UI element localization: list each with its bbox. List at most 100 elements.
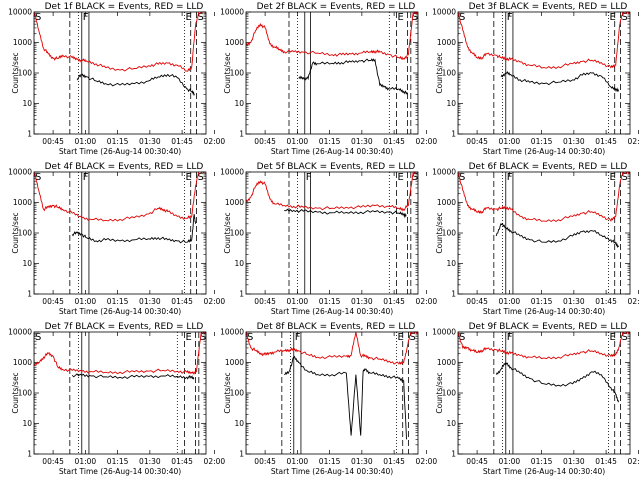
- y-tick-label: 10000: [8, 8, 32, 17]
- y-tick-label: 1: [27, 130, 32, 139]
- series-lld: [246, 12, 418, 61]
- panel-title: Det 9f BLACK = Events, RED = LLD: [469, 322, 628, 332]
- x-tick-label: 01:15: [107, 457, 129, 466]
- y-axis-label: Counts/sec: [223, 372, 232, 413]
- series-events: [284, 208, 407, 219]
- marker-label: F: [306, 172, 312, 183]
- y-tick-label: 100: [230, 229, 245, 238]
- marker-label: F: [295, 332, 301, 343]
- x-axis-label: Start Time (26-Aug-14 00:30:40): [59, 467, 181, 476]
- marker-label: S: [621, 332, 627, 343]
- x-tick-label: 01:45: [171, 137, 193, 146]
- x-tick-label: 01:30: [139, 137, 161, 146]
- x-tick-label: 01:00: [499, 457, 521, 466]
- marker-label: E: [610, 332, 616, 343]
- panel-6: Det 6f BLACK = Events, RED = LLD 1 10 100 10…: [432, 162, 640, 316]
- x-tick-label: 02:00: [204, 457, 226, 466]
- x-tick-label: 01:30: [139, 457, 161, 466]
- plot-frame: [33, 171, 207, 295]
- x-tick-label: 01:00: [287, 457, 309, 466]
- y-axis-label: Counts/sec: [11, 372, 20, 413]
- marker-label: F: [507, 12, 513, 23]
- x-tick-label: 00:45: [254, 457, 276, 466]
- series-lld: [34, 332, 206, 375]
- y-tick-label: 1: [451, 130, 456, 139]
- x-tick-label: 01:45: [595, 457, 617, 466]
- x-tick-label: 01:45: [383, 297, 405, 306]
- x-tick-label: 01:45: [595, 137, 617, 146]
- series-lld: [34, 12, 206, 72]
- y-tick-label: 10: [22, 419, 32, 428]
- x-tick-label: 01:45: [383, 457, 405, 466]
- series-lld: [246, 172, 418, 212]
- x-tick-label: 01:30: [351, 137, 373, 146]
- marker-label: S: [459, 12, 465, 23]
- panel-5: Det 5f BLACK = Events, RED = LLD 1 10 100 10…: [220, 162, 437, 316]
- x-tick-label: 01:30: [139, 297, 161, 306]
- marker-label: S: [412, 12, 418, 23]
- marker-label: F: [83, 12, 89, 23]
- y-tick-label: 10000: [432, 8, 456, 17]
- x-axis-label: Start Time (26-Aug-14 00:30:40): [271, 147, 393, 156]
- series-events: [71, 213, 196, 244]
- x-tick-label: 00:45: [42, 297, 64, 306]
- y-tick-label: 100: [442, 229, 457, 238]
- panel-9: Det 9f BLACK = Events, RED = LLD 1 10 100 10…: [432, 322, 640, 476]
- y-tick-label: 1: [451, 290, 456, 299]
- y-tick-label: 10000: [8, 328, 32, 337]
- y-tick-label: 10: [22, 259, 32, 268]
- marker-label: E: [186, 172, 192, 183]
- marker-label: E: [186, 12, 192, 23]
- series-events: [76, 73, 195, 97]
- plot-frame: [457, 331, 631, 455]
- x-tick-label: 01:30: [563, 297, 585, 306]
- x-tick-label: 00:45: [42, 457, 64, 466]
- marker-label: S: [200, 332, 206, 343]
- marker-label: S: [197, 12, 203, 23]
- x-tick-label: 01:45: [171, 457, 193, 466]
- x-tick-label: 01:00: [287, 137, 309, 146]
- x-tick-label: 01:30: [351, 297, 373, 306]
- y-tick-label: 100: [230, 389, 245, 398]
- marker-label: E: [610, 12, 616, 23]
- y-tick-label: 1000: [13, 38, 32, 47]
- x-axis-label: Start Time (26-Aug-14 00:30:40): [271, 307, 393, 316]
- y-tick-label: 10: [22, 99, 32, 108]
- plot-frame: [457, 11, 631, 135]
- x-tick-label: 01:15: [319, 137, 341, 146]
- x-tick-label: 02:00: [204, 297, 226, 306]
- y-tick-label: 100: [442, 389, 457, 398]
- x-tick-label: 00:45: [466, 137, 488, 146]
- y-tick-label: 100: [442, 69, 457, 78]
- panel-title: Det 3f BLACK = Events, RED = LLD: [469, 2, 628, 12]
- marker-label: E: [398, 12, 404, 23]
- y-tick-label: 1000: [225, 358, 244, 367]
- y-tick-label: 1: [239, 130, 244, 139]
- marker-label: E: [186, 332, 192, 343]
- y-tick-label: 10000: [432, 328, 456, 337]
- panel-title: Det 7f BLACK = Events, RED = LLD: [45, 322, 204, 332]
- x-tick-label: 01:30: [563, 137, 585, 146]
- series-events: [71, 373, 195, 380]
- series-lld: [246, 332, 418, 365]
- x-axis-label: Start Time (26-Aug-14 00:30:40): [483, 467, 605, 476]
- panel-7: Det 7f BLACK = Events, RED = LLD 1 10 100 10…: [8, 322, 225, 476]
- x-tick-label: 01:30: [563, 457, 585, 466]
- y-tick-label: 10: [234, 419, 244, 428]
- marker-label: S: [409, 332, 415, 343]
- y-tick-label: 10: [234, 259, 244, 268]
- x-tick-label: 01:00: [75, 137, 97, 146]
- x-tick-label: 02:00: [204, 137, 226, 146]
- plot-frame: [33, 11, 207, 135]
- plot-frame: [457, 171, 631, 295]
- x-tick-label: 02:00: [416, 297, 438, 306]
- plot-frame: [245, 171, 419, 295]
- y-tick-label: 1: [27, 290, 32, 299]
- plot-frame: [245, 11, 419, 135]
- panel-1: Det 1f BLACK = Events, RED = LLD 1 10 100 10…: [8, 2, 225, 156]
- marker-label: S: [35, 12, 41, 23]
- series-events: [284, 355, 407, 440]
- marker-label: S: [35, 172, 41, 183]
- panel-2: Det 2f BLACK = Events, RED = LLD 1 10 100 10…: [220, 2, 437, 156]
- x-tick-label: 01:00: [499, 137, 521, 146]
